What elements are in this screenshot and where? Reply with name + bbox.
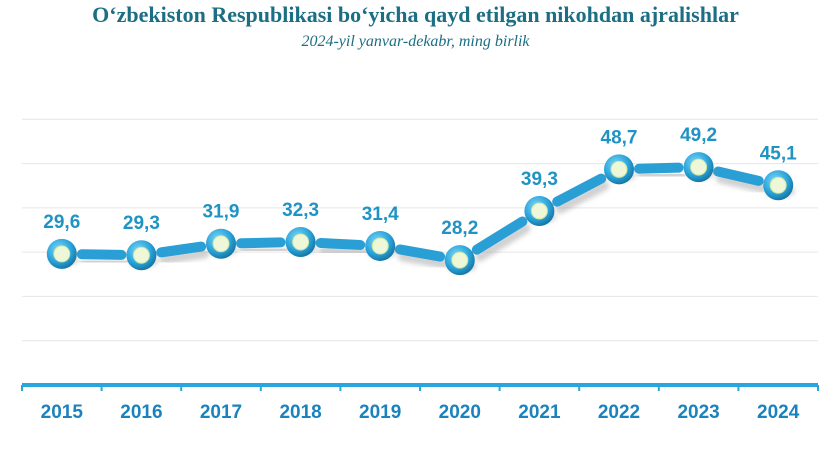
data-label: 29,3	[123, 213, 160, 234]
line-shadow-segment	[636, 169, 687, 181]
line-shadow-segment	[238, 244, 289, 256]
series-line-segment	[235, 237, 286, 249]
series-line-segment	[394, 244, 446, 262]
data-point-center	[690, 158, 708, 176]
x-tick-label: 2016	[120, 402, 162, 423]
data-label: 28,2	[441, 218, 478, 239]
x-tick-label: 2024	[757, 402, 800, 423]
series-line-segment	[713, 166, 764, 186]
series-line-segment	[76, 249, 127, 260]
data-label: 39,3	[521, 169, 558, 190]
line-shadow-segment	[474, 223, 531, 262]
chart-subtitle: 2024-yil yanvar-dekabr, ming birlik	[301, 33, 530, 50]
series-line-segment	[156, 241, 207, 258]
x-tick-label: 2020	[439, 402, 481, 423]
chart-title: O‘zbekiston Respublikasi bo‘yicha qayd e…	[92, 2, 739, 27]
x-tick-label: 2018	[279, 402, 321, 423]
x-tick-label: 2015	[41, 402, 84, 423]
data-point-center	[292, 233, 310, 251]
data-point-center	[371, 237, 389, 255]
x-tick-label: 2021	[518, 402, 561, 423]
line-shadow-segment	[397, 251, 449, 269]
data-point-center	[530, 202, 548, 220]
series-line-segment	[471, 216, 528, 255]
x-tick-label: 2023	[677, 402, 719, 423]
data-label: 49,2	[680, 125, 717, 146]
series-line-segment	[633, 162, 684, 174]
line-shadow-segment	[79, 256, 130, 267]
x-tick-label: 2019	[359, 402, 401, 423]
line-shadow-segment	[159, 248, 210, 265]
data-label: 32,3	[282, 200, 319, 221]
data-label: 45,1	[760, 143, 797, 164]
data-label: 48,7	[601, 127, 638, 148]
data-label: 29,6	[43, 212, 80, 233]
x-tick-label: 2017	[200, 402, 242, 423]
data-point-center	[132, 246, 150, 264]
line-shadow-segment	[716, 173, 767, 193]
data-point-center	[212, 235, 230, 253]
data-point-center	[610, 160, 628, 178]
data-label: 31,4	[362, 204, 399, 225]
data-point-center	[769, 176, 787, 194]
data-point-center	[451, 251, 469, 269]
series-line-segment	[315, 237, 366, 250]
data-point-center	[53, 245, 71, 263]
data-label: 31,9	[203, 202, 240, 223]
line-shadow-segment	[318, 244, 369, 257]
x-tick-label: 2022	[598, 402, 640, 423]
series-line-segment	[552, 173, 607, 207]
line-shadow-segment	[555, 180, 610, 214]
